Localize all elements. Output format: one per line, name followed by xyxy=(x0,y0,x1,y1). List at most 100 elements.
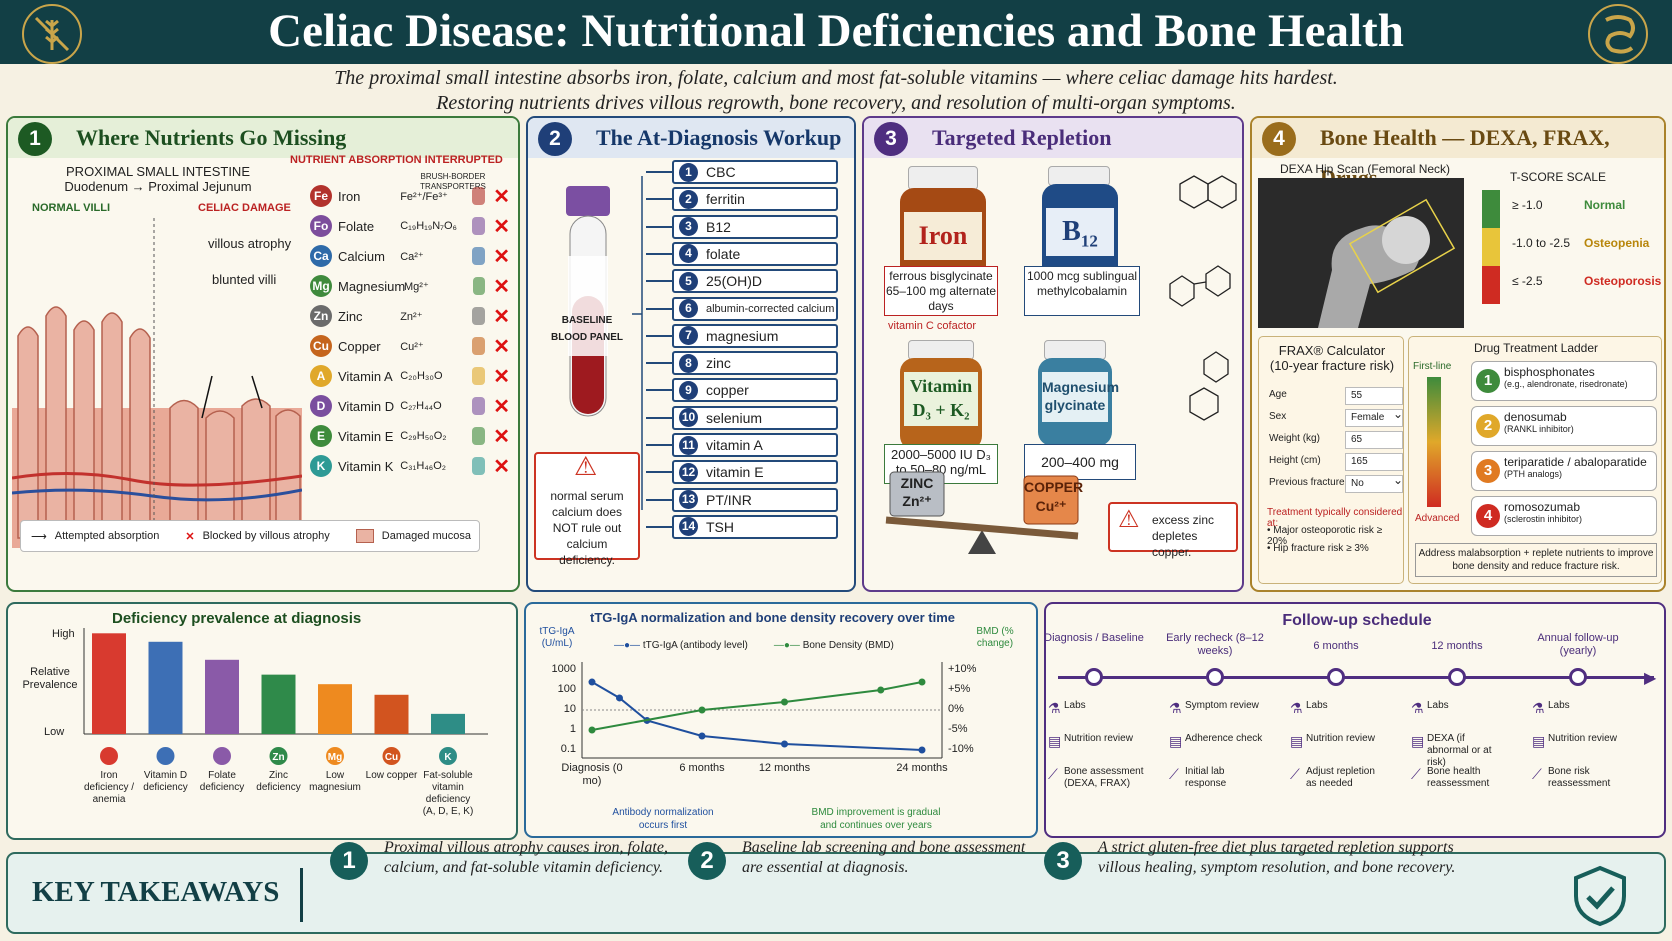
trend-legend: —●— tTG-IgA (antibody level) —●— Bone De… xyxy=(614,640,894,651)
panel-1-title-text: Where Nutrients Go Missing xyxy=(76,125,347,150)
panel-4-title: 4 Bone Health — DEXA, FRAX, Drugs xyxy=(1252,118,1664,190)
frax-field-input[interactable]: 165 xyxy=(1345,453,1403,471)
calcium-warning-text: normal serum calcium does NOT rule out c… xyxy=(550,489,624,567)
trend-right-tick: +5% xyxy=(948,683,971,695)
panel-3-title-text: Targeted Repletion xyxy=(932,125,1112,150)
timeline-node-icon xyxy=(1569,668,1587,686)
trend-left-tick: 10 xyxy=(563,703,576,715)
trend-x-tick: 12 months xyxy=(758,762,811,774)
trend-point xyxy=(698,706,706,714)
prevalence-category-icon xyxy=(213,747,231,765)
lab-item: 7 magnesium xyxy=(646,323,838,348)
tscore-label: Normal xyxy=(1584,198,1626,212)
frax-bullet-1: • Major osteoporotic risk ≥ 20% xyxy=(1267,525,1383,547)
followup-item: Bone assessment (DEXA, FRAX) xyxy=(1064,766,1144,789)
nutrient-name: Vitamin A xyxy=(338,368,393,384)
test-tube-icon: ⚗ xyxy=(1169,700,1182,716)
test-tube-icon: ⚗ xyxy=(1290,700,1303,716)
tscore-range: ≥ -1.0 xyxy=(1512,198,1543,212)
panel-1-title: 1 Where Nutrients Go Missing xyxy=(8,118,518,158)
trend-right-tick: +10% xyxy=(948,663,977,675)
prevalence-icon-text: K xyxy=(444,752,452,763)
timeline-arrow-icon: ▶ xyxy=(1644,670,1657,687)
takeaway-number: 1 xyxy=(330,842,368,880)
drug-name: romosozumab xyxy=(1504,500,1581,514)
tscore-range: ≤ -2.5 xyxy=(1512,274,1543,288)
prevalence-bar xyxy=(318,684,352,734)
frax-field-input[interactable]: No xyxy=(1345,475,1403,493)
followup-item: Bone health reassessment xyxy=(1427,766,1490,789)
nutrient-name: Folate xyxy=(338,218,375,234)
cross-icon: ✕ xyxy=(185,530,195,543)
nutrient-row: A Vitamin A C₂₀H₃₀O ✕ xyxy=(310,362,510,390)
nutrient-badge: A xyxy=(310,365,332,387)
prevalence-y-tick-low: Low xyxy=(44,726,65,738)
prevalence-bars: Zn Mg Cu K xyxy=(83,628,488,765)
test-tube-icon: ⚗ xyxy=(1411,700,1424,716)
bone-icon: ⟋ xyxy=(1169,766,1179,782)
chevron-down-icon: ⌄ xyxy=(1393,473,1404,487)
panel-3-title: 3 Targeted Repletion xyxy=(864,118,1242,158)
timeline-line xyxy=(1058,676,1654,679)
trend-series-line xyxy=(591,681,923,731)
nutrient-badge: Zn xyxy=(310,305,332,327)
b12-bottle-cap xyxy=(1048,166,1110,186)
prevalence-category-label: Iron deficiency / anemia xyxy=(83,770,135,805)
panel-followup: Follow-up schedule ▶ Diagnosis / Baselin… xyxy=(1044,602,1666,838)
legend-damaged-label: Damaged mucosa xyxy=(381,530,472,542)
transporters-label: BRUSH-BORDER TRANSPORTERS xyxy=(420,172,486,191)
vitd-dose: 2000–5000 IU D₃ to 50–80 ng/mL xyxy=(884,444,998,484)
prevalence-bar xyxy=(261,674,296,734)
lab-number: 9 xyxy=(679,380,698,400)
trend-right-tick: -5% xyxy=(948,723,968,735)
drug-name: bisphosphonates xyxy=(1504,365,1595,379)
transporter-icon xyxy=(472,337,486,355)
lab-name: 25(OH)D xyxy=(706,273,763,290)
subtitle-line-2: Restoring nutrients drives villous regro… xyxy=(436,92,1236,114)
mucosa-swatch-icon xyxy=(355,529,374,543)
lab-item: 1 CBC xyxy=(646,160,838,184)
b12-dose: 1000 mcg sublingual methylcobalamin xyxy=(1024,266,1140,316)
followup-item: Nutrition review xyxy=(1548,733,1617,744)
lab-connector xyxy=(646,389,672,392)
villous-atrophy-label: villous atrophy xyxy=(208,236,292,251)
drug-item: 4 romosozumab (sclerostin inhibitor) xyxy=(1471,496,1657,536)
nutrient-formula: C₂₇H₄₄O xyxy=(400,400,442,412)
transporter-icon xyxy=(472,217,486,235)
lab-connector-lines xyxy=(632,176,643,510)
copper-label: COPPER Cu²⁺ xyxy=(1024,479,1084,514)
first-line-label: First-line xyxy=(1413,361,1452,372)
lab-connector xyxy=(646,471,672,474)
lab-item: 13 PT/INR xyxy=(646,487,838,512)
drug-item: 3 teriparatide / abaloparatide (PTH analog… xyxy=(1471,451,1657,491)
transporter-icon xyxy=(472,457,486,475)
nutrient-formula: Fe²⁺/Fe³⁺ xyxy=(400,190,448,203)
subtitle-line-1: The proximal small intestine absorbs iro… xyxy=(334,67,1338,89)
drug-sub: (RANKL inhibitor) xyxy=(1504,424,1574,434)
frax-field-input[interactable]: Female xyxy=(1345,409,1403,427)
panel-takeaways: KEY TAKEAWAYS xyxy=(6,852,1666,934)
test-tube-icon: ⚗ xyxy=(1048,700,1061,716)
lab-connector xyxy=(646,416,672,419)
iron-bottle-label: Iron xyxy=(904,212,982,260)
celiac-damage-label: CELIAC DAMAGE xyxy=(198,202,291,214)
frax-field-input[interactable]: 55 xyxy=(1345,387,1403,405)
nutrient-row: Ca Calcium Ca²⁺ ✕ xyxy=(310,242,510,270)
vitd-bottle-cap xyxy=(908,340,974,360)
trend-plot xyxy=(581,662,943,759)
takeaway-text: Proximal villous atrophy causes iron, fo… xyxy=(384,839,668,876)
lab-connector xyxy=(646,225,672,228)
trend-note-right: BMD improvement is gradual and continues… xyxy=(811,807,941,831)
mag-bottle-icon: Magnesium glycinate xyxy=(1038,358,1119,446)
molecule-structures-icon xyxy=(1169,175,1237,421)
warning-icon: ⚠ xyxy=(574,451,598,481)
frax-title: FRAX® Calculator (10-year fracture risk) xyxy=(1269,343,1395,373)
nutrient-formula: Mg²⁺ xyxy=(404,280,429,293)
trend-point xyxy=(781,740,788,748)
test-tube-icon: ⚗ xyxy=(1532,700,1545,716)
lab-name: TSH xyxy=(706,518,734,535)
subtitle: The proximal small intestine absorbs iro… xyxy=(0,66,1672,116)
trend-x-tick: 6 months xyxy=(679,762,725,774)
frax-field-input[interactable]: 65 xyxy=(1345,431,1403,449)
prevalence-category-icon xyxy=(156,747,175,765)
